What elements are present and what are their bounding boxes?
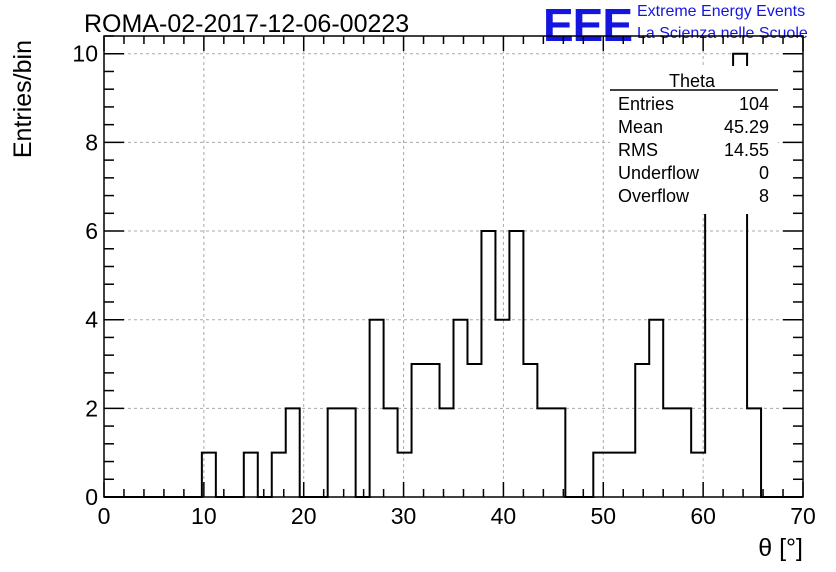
x-axis-label: θ [°] [758,534,803,562]
x-tick-label: 20 [291,503,317,529]
x-tick-label: 30 [391,503,417,529]
x-tick-label: 50 [590,503,616,529]
y-tick-label: 4 [85,307,98,333]
y-axis-label: Entries/bin [9,40,37,158]
stats-value: 8 [759,186,769,206]
eee-logo-line2: La Scienza nelle Scuole [637,25,808,42]
stats-box-title: Theta [669,71,716,91]
stats-label: Mean [618,117,663,137]
stats-label: Overflow [618,186,690,206]
stats-label: RMS [618,140,658,160]
stats-value: 0 [759,163,769,183]
stats-value: 104 [739,94,769,114]
x-tick-label: 70 [790,503,816,529]
stats-label: Underflow [618,163,700,183]
x-tick-label: 0 [98,503,111,529]
x-tick-label: 10 [191,503,217,529]
eee-logo-line1: Extreme Energy Events [637,3,806,20]
y-tick-label: 6 [85,218,98,244]
x-tick-label: 60 [690,503,716,529]
chart-title: ROMA-02-2017-12-06-00223 [84,10,410,38]
y-tick-label: 8 [85,129,98,155]
x-tick-label: 40 [491,503,517,529]
stats-label: Entries [618,94,674,114]
y-tick-label: 0 [85,484,98,510]
tick-labels: 0 10 20 30 40 50 60 70 0 2 4 6 8 10 [72,41,815,529]
eee-logo: EEE [543,0,633,51]
tick-marks [103,35,804,498]
y-tick-label: 2 [85,395,98,421]
histogram-line [104,52,803,498]
y-tick-label: 10 [72,41,98,67]
stats-value: 45.29 [724,117,769,137]
stats-value: 14.55 [724,140,769,160]
stats-box: Theta Entries 104 Mean 45.29 RMS 14.55 Underfl… [610,66,778,214]
